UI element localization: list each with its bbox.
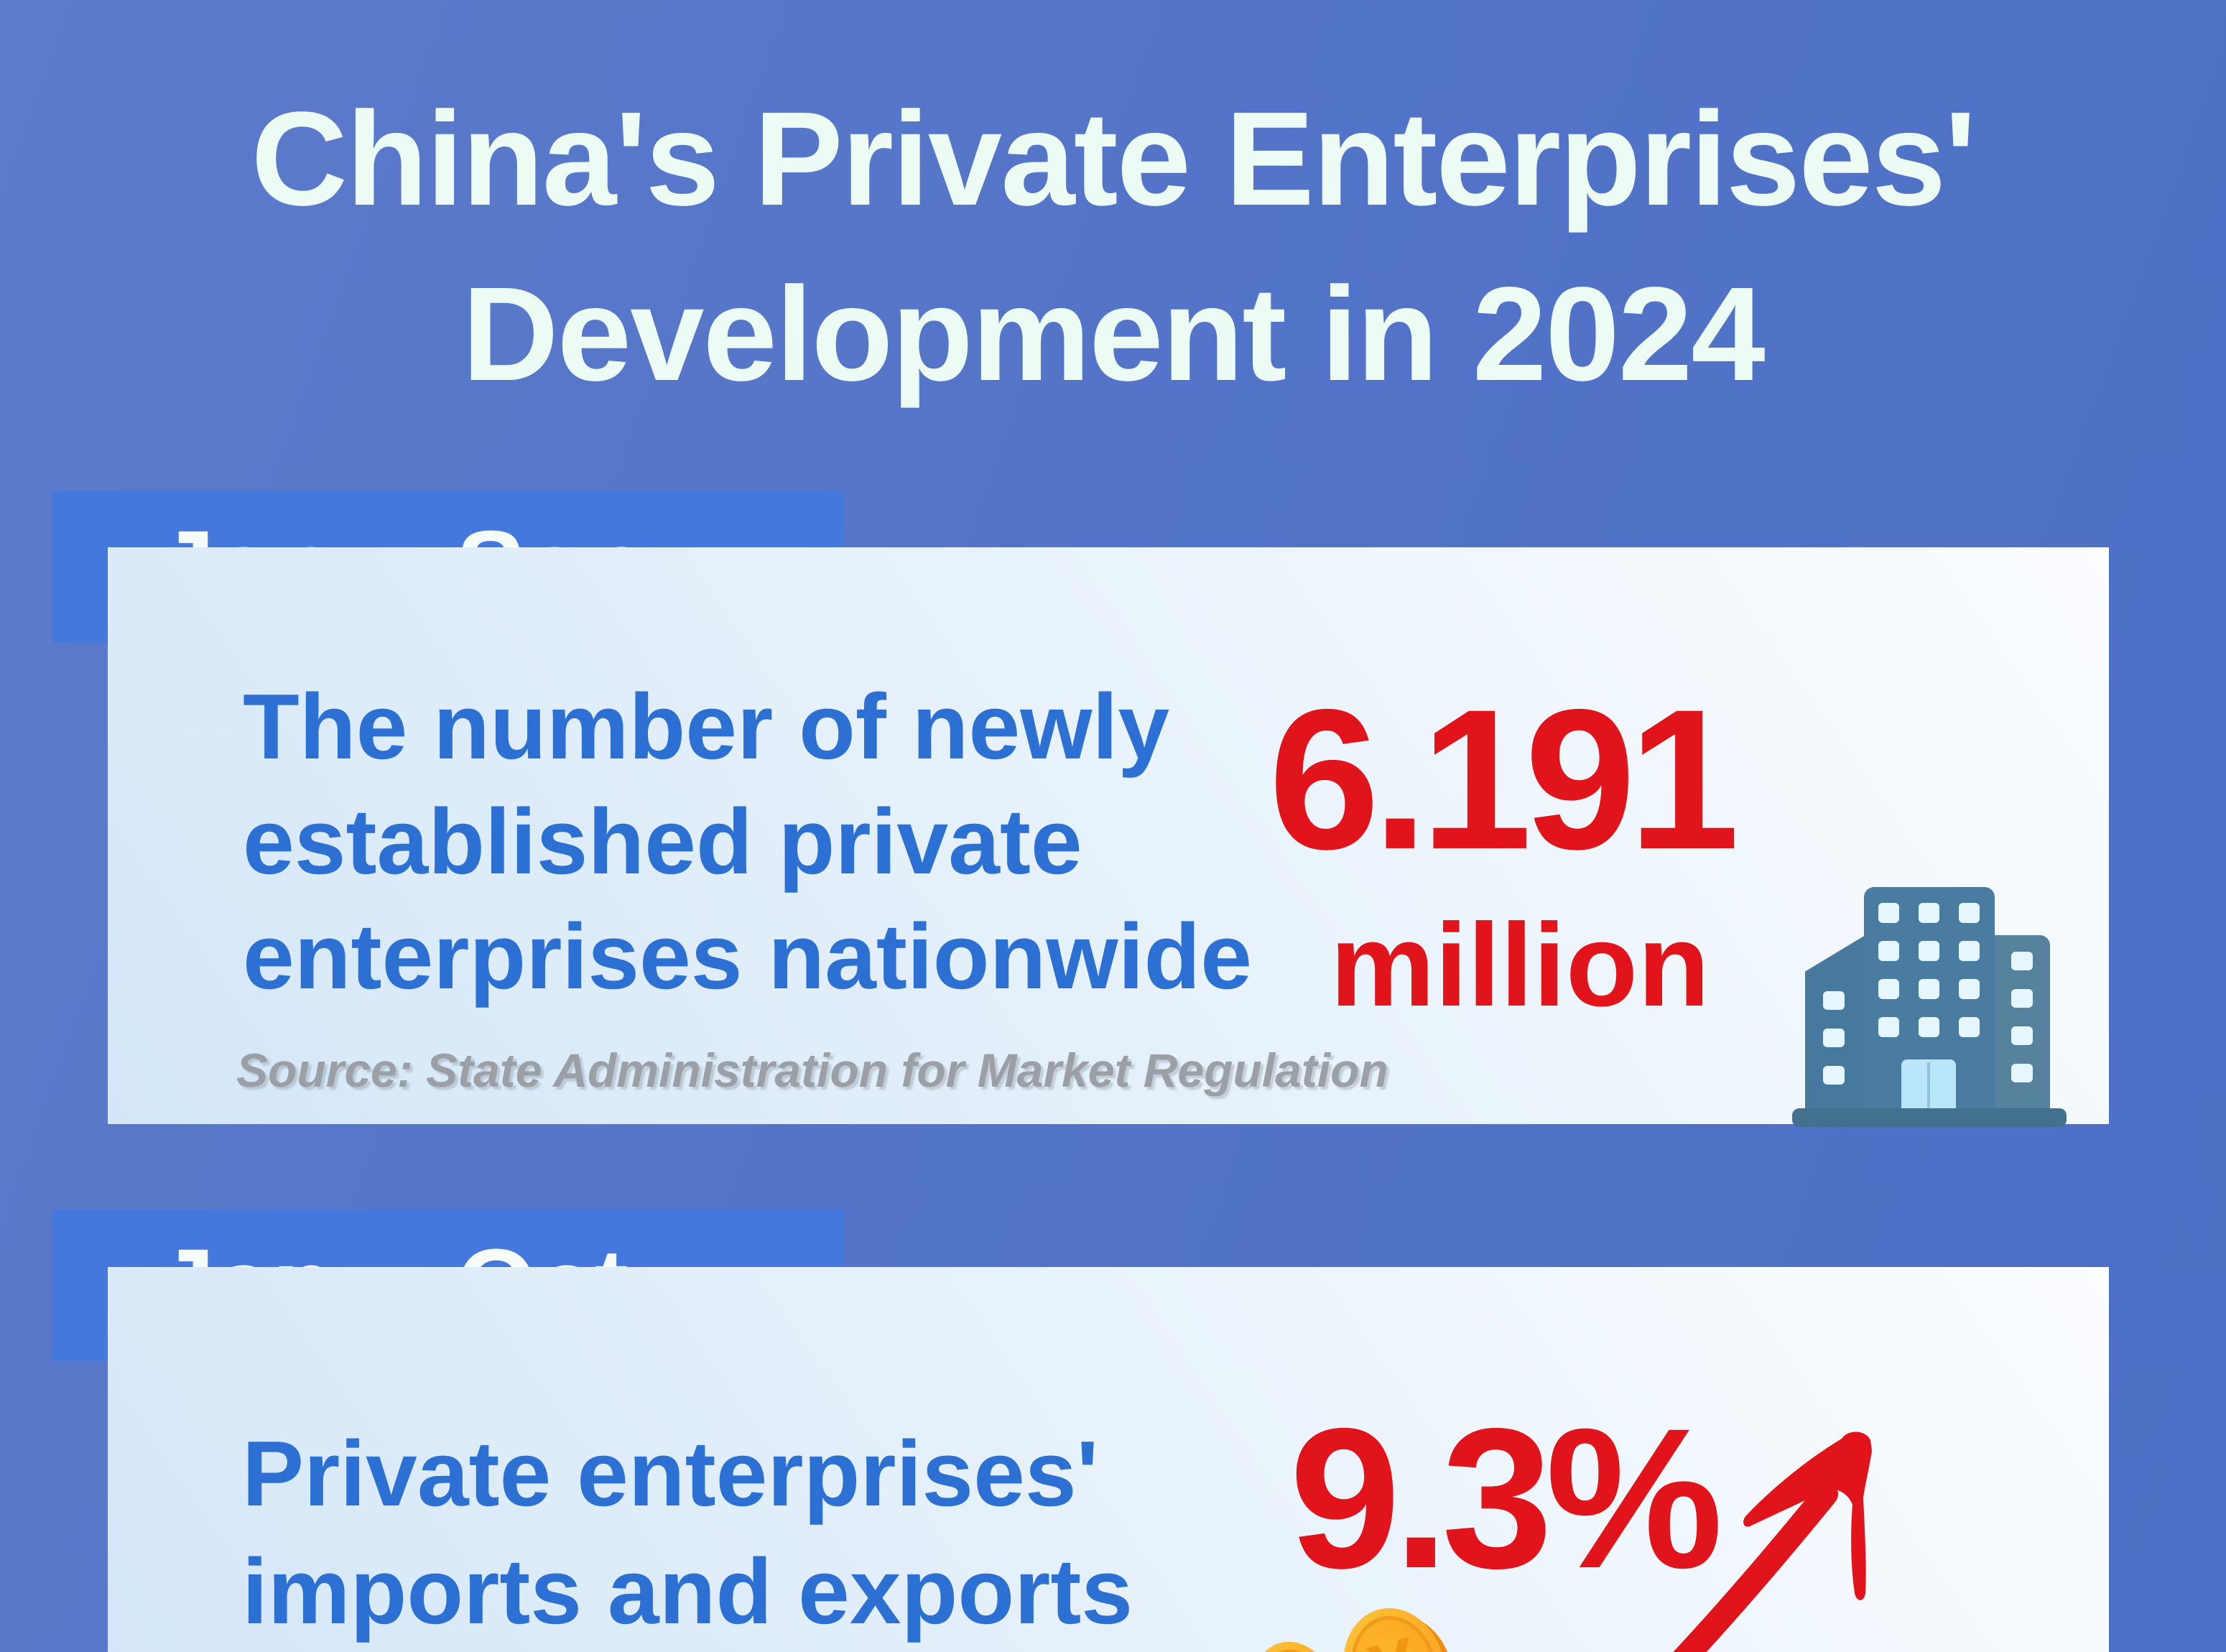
card-jan-sep: The number of newly established private … [108, 547, 2109, 1127]
building-windows [1878, 903, 1980, 1039]
description-line: established private [243, 790, 1082, 894]
building-windows [2011, 952, 2033, 1082]
card-jan-oct: Private enterprises' imports and exports… [108, 1267, 2109, 1652]
building-right-tower [1995, 935, 2050, 1108]
description-line: enterprises nationwide [243, 905, 1253, 1008]
page-title-line1: China's Private Enterprises' [251, 85, 1977, 233]
building-base [1792, 1108, 2067, 1127]
page-title: China's Private Enterprises' Development… [0, 72, 2226, 422]
source-attribution: Source: State Administration for Market … [236, 1044, 1388, 1097]
stat-unit: million [1330, 899, 1710, 1031]
growth-arrow-icon [1673, 1431, 1872, 1652]
card-description: Private enterprises' imports and exports [242, 1415, 1133, 1651]
building-left-wing [1805, 935, 1865, 1108]
page-title-line2: Development in 2024 [462, 260, 1765, 409]
building-door [1901, 1059, 1956, 1108]
card-description: The number of newly established private … [243, 669, 1252, 1014]
description-line: Private enterprises' [242, 1422, 1099, 1526]
stat-value: 6.191 [1269, 667, 1740, 891]
stat-value: 9.3% [1289, 1386, 1723, 1610]
building-windows [1823, 991, 1845, 1085]
description-line: imports and exports [242, 1540, 1133, 1643]
office-building-icon [1792, 887, 2069, 1127]
gold-coin-small-icon [1240, 1633, 1353, 1652]
description-line: The number of newly [243, 675, 1170, 779]
building-main-tower [1864, 887, 1995, 1108]
